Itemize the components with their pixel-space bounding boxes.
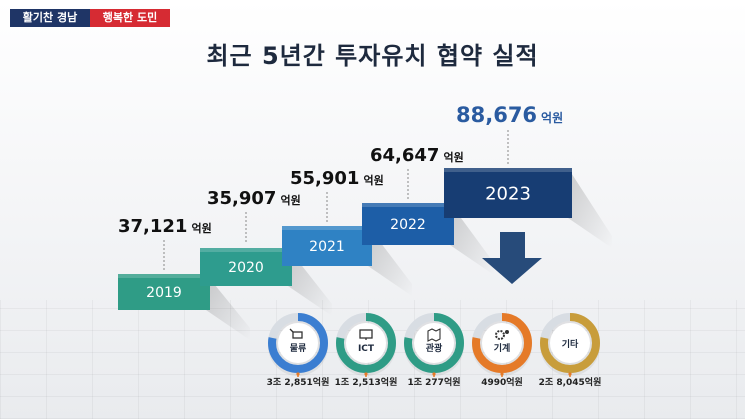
bar-step-2020 — [200, 248, 292, 286]
step-shadow — [568, 168, 612, 248]
donut-center — [482, 323, 522, 363]
donut-ring — [336, 313, 396, 373]
sector-label: 물류 — [290, 343, 307, 354]
year-label-2019: 2019 — [146, 285, 182, 301]
donut-ring — [404, 313, 464, 373]
bar-step-2023 — [444, 168, 572, 218]
year-label-2022: 2022 — [390, 217, 426, 233]
sector-value: 4990억원 — [481, 376, 523, 388]
sector-value: 1조 277억원 — [407, 376, 460, 388]
bar-step-highlight — [282, 226, 372, 230]
value-label-2020: 35,907 억원 — [207, 188, 301, 209]
sector-item-2: ICT 1조 2,513억원 — [335, 313, 398, 388]
cart-icon — [289, 328, 303, 339]
donut-ring — [268, 313, 328, 373]
slogan-tag-right: 행복한 도민 — [90, 9, 170, 27]
down-arrow-icon — [482, 232, 542, 284]
value-label-2022: 64,647 억원 — [370, 145, 464, 166]
map-icon — [427, 328, 441, 342]
donut-ring — [540, 313, 600, 373]
sector-label: 관광 — [426, 342, 443, 354]
value-label-2019: 37,121 억원 — [118, 216, 212, 237]
bar-step-highlight — [200, 248, 292, 252]
donut-ring — [472, 313, 532, 373]
bar-step-2022 — [362, 203, 454, 245]
sector-label: 기타 — [562, 338, 579, 350]
value-label-2023: 88,676 억원 — [456, 103, 563, 127]
sector-value: 2조 8,045억원 — [539, 376, 602, 388]
sector-item-3: 관광 1조 277억원 — [404, 313, 464, 388]
bar-step-highlight — [362, 203, 454, 207]
bar-step-2021 — [282, 226, 372, 266]
year-label-2021: 2021 — [309, 239, 345, 255]
donut-center — [550, 323, 590, 363]
sector-label: ICT — [358, 344, 375, 354]
donut-center — [346, 323, 386, 363]
bar-step-highlight — [118, 274, 210, 278]
sector-item-5: 기타 2조 8,045억원 — [539, 313, 602, 388]
sector-value: 1조 2,513억원 — [335, 376, 398, 388]
sector-item-4: 기계 4990억원 — [472, 313, 532, 388]
page-title: 최근 5년간 투자유치 협약 실적 — [206, 42, 539, 70]
bar-step-2019 — [118, 274, 210, 310]
year-label-2020: 2020 — [228, 260, 264, 276]
sector-label: 기계 — [494, 342, 511, 354]
sector-value: 3조 2,851억원 — [267, 376, 330, 388]
donut-center — [414, 323, 454, 363]
donut-center — [278, 323, 318, 363]
sector-item-1: 물류 3조 2,851억원 — [267, 313, 330, 388]
gear-icon — [495, 330, 509, 340]
bar-step-highlight — [444, 168, 572, 172]
step-shadow — [206, 274, 250, 340]
monitor-icon — [359, 329, 373, 340]
year-label-2023: 2023 — [485, 183, 531, 204]
slogan-tag-left: 활기찬 경남 — [10, 9, 90, 27]
step-shadow — [450, 203, 494, 275]
value-label-2021: 55,901 억원 — [290, 168, 384, 189]
